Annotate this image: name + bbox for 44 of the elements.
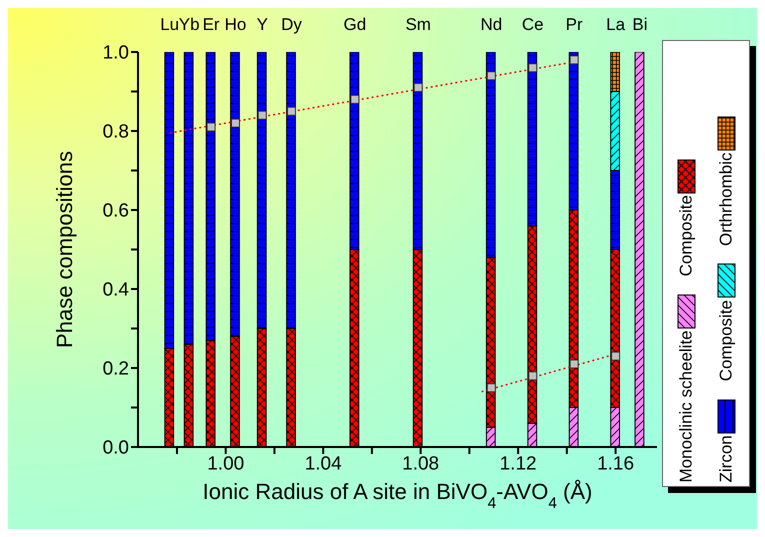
legend-label: Orthrhombic — [716, 152, 735, 246]
point — [528, 63, 538, 72]
x-tick-label: 1.16 — [597, 453, 634, 474]
y-tick-label: 0.2 — [102, 358, 129, 380]
annotation: Ho — [224, 15, 246, 34]
x-axis-title: Ionic Radius of A site in BiVO$_{4}$-AVO$_{4}$ (Å) — [202, 479, 592, 512]
annotation: Bi — [632, 15, 648, 34]
point — [611, 352, 620, 361]
legend-label: Composite — [676, 194, 695, 276]
legend-label: Composite — [716, 300, 735, 381]
annotation: Lu — [160, 15, 180, 34]
y-tick-label: 0.8 — [102, 122, 129, 143]
x-tick-label: 1.12 — [500, 453, 537, 474]
point — [486, 71, 496, 80]
legend-label: Monoclinic scheelite — [676, 330, 695, 482]
point — [570, 55, 579, 64]
y-tick-label: 0.6 — [102, 200, 129, 222]
y-tick-label: 0.4 — [102, 280, 130, 301]
y-axis-title: Phase compositions — [52, 151, 77, 348]
annotation: Yb — [178, 15, 200, 34]
y-tick-label: 0.0 — [102, 438, 129, 459]
x-tick-label: 1.04 — [304, 453, 342, 474]
point — [350, 94, 360, 104]
annotation: Er — [202, 15, 220, 34]
x-tick-label: 1.00 — [207, 453, 244, 474]
annotation: Gd — [344, 15, 366, 34]
annotation: Pr — [566, 15, 583, 34]
legend-label: Zircon — [716, 434, 735, 482]
point — [206, 122, 216, 132]
point — [486, 383, 496, 392]
point — [414, 83, 423, 92]
point — [287, 106, 296, 116]
point — [258, 110, 267, 120]
annotation: Sm — [405, 15, 431, 34]
annotation: Dy — [281, 15, 302, 34]
point — [528, 371, 538, 380]
point — [230, 118, 240, 128]
annotation: Nd — [480, 15, 502, 34]
annotation: Ce — [522, 15, 544, 34]
annotation: La — [606, 15, 626, 34]
annotation: Y — [256, 15, 268, 34]
y-tick-label: 1.0 — [102, 42, 129, 64]
point — [570, 360, 579, 369]
x-tick-label: 1.08 — [402, 453, 440, 474]
